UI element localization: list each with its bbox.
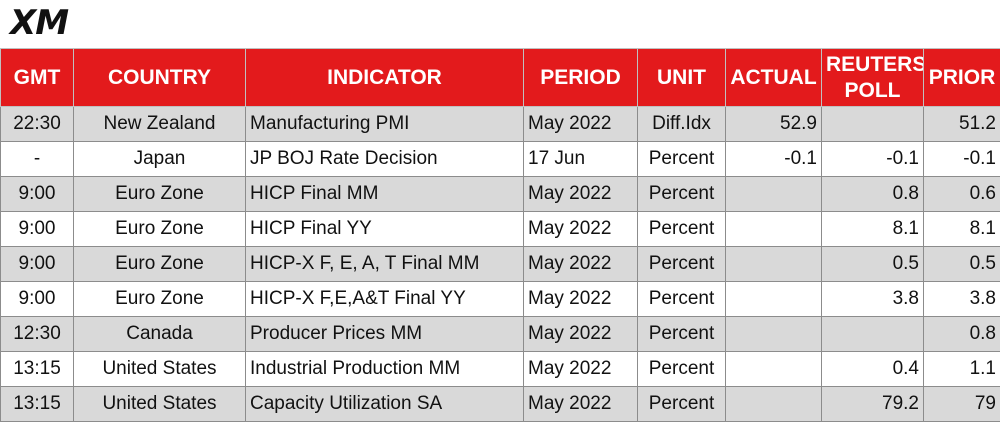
cell-country: United States bbox=[74, 352, 246, 387]
cell-actual bbox=[726, 282, 822, 317]
header-prior: PRIOR bbox=[924, 49, 1000, 107]
logo-text: XM bbox=[10, 3, 68, 43]
cell-gmt: 22:30 bbox=[1, 107, 74, 142]
cell-prior: 0.6 bbox=[924, 177, 1000, 212]
cell-indicator: HICP-X F,E,A&T Final YY bbox=[246, 282, 524, 317]
cell-poll bbox=[822, 107, 924, 142]
cell-period: May 2022 bbox=[524, 177, 638, 212]
header-actual: ACTUAL bbox=[726, 49, 822, 107]
cell-unit: Percent bbox=[638, 247, 726, 282]
cell-gmt: 13:15 bbox=[1, 352, 74, 387]
cell-poll: 0.4 bbox=[822, 352, 924, 387]
cell-indicator: JP BOJ Rate Decision bbox=[246, 142, 524, 177]
header-reuters-poll-line2: POLL bbox=[826, 78, 919, 104]
cell-actual bbox=[726, 317, 822, 352]
cell-period: 17 Jun bbox=[524, 142, 638, 177]
cell-country: Euro Zone bbox=[74, 212, 246, 247]
cell-indicator: Manufacturing PMI bbox=[246, 107, 524, 142]
cell-actual bbox=[726, 212, 822, 247]
cell-prior: 0.5 bbox=[924, 247, 1000, 282]
table-row: 22:30 New Zealand Manufacturing PMI May … bbox=[1, 107, 1000, 142]
cell-indicator: Producer Prices MM bbox=[246, 317, 524, 352]
cell-actual: 52.9 bbox=[726, 107, 822, 142]
cell-prior: 0.8 bbox=[924, 317, 1000, 352]
header-reuters-poll-line1: REUTERS bbox=[826, 52, 919, 78]
cell-poll: -0.1 bbox=[822, 142, 924, 177]
cell-gmt: 9:00 bbox=[1, 177, 74, 212]
cell-poll: 8.1 bbox=[822, 212, 924, 247]
cell-unit: Percent bbox=[638, 142, 726, 177]
cell-prior: 51.2 bbox=[924, 107, 1000, 142]
table-row: 9:00 Euro Zone HICP Final YY May 2022 Pe… bbox=[1, 212, 1000, 247]
cell-period: May 2022 bbox=[524, 282, 638, 317]
header-reuters-poll: REUTERS POLL bbox=[822, 49, 924, 107]
table-row: 12:30 Canada Producer Prices MM May 2022… bbox=[1, 317, 1000, 352]
cell-actual bbox=[726, 387, 822, 422]
cell-indicator: HICP Final YY bbox=[246, 212, 524, 247]
cell-indicator: Industrial Production MM bbox=[246, 352, 524, 387]
cell-country: Euro Zone bbox=[74, 247, 246, 282]
cell-prior: 8.1 bbox=[924, 212, 1000, 247]
cell-indicator: HICP-X F, E, A, T Final MM bbox=[246, 247, 524, 282]
cell-indicator: Capacity Utilization SA bbox=[246, 387, 524, 422]
table-row: 13:15 United States Industrial Productio… bbox=[1, 352, 1000, 387]
cell-poll: 0.8 bbox=[822, 177, 924, 212]
cell-prior: 3.8 bbox=[924, 282, 1000, 317]
cell-country: United States bbox=[74, 387, 246, 422]
cell-period: May 2022 bbox=[524, 107, 638, 142]
cell-period: May 2022 bbox=[524, 247, 638, 282]
cell-gmt: 13:15 bbox=[1, 387, 74, 422]
cell-period: May 2022 bbox=[524, 317, 638, 352]
cell-country: New Zealand bbox=[74, 107, 246, 142]
cell-country: Canada bbox=[74, 317, 246, 352]
cell-prior: 1.1 bbox=[924, 352, 1000, 387]
header-indicator: INDICATOR bbox=[246, 49, 524, 107]
table-row: 9:00 Euro Zone HICP-X F, E, A, T Final M… bbox=[1, 247, 1000, 282]
header-unit: UNIT bbox=[638, 49, 726, 107]
cell-prior: -0.1 bbox=[924, 142, 1000, 177]
cell-unit: Diff.Idx bbox=[638, 107, 726, 142]
cell-actual: -0.1 bbox=[726, 142, 822, 177]
header-period: PERIOD bbox=[524, 49, 638, 107]
table-row: 13:15 United States Capacity Utilization… bbox=[1, 387, 1000, 422]
cell-poll: 0.5 bbox=[822, 247, 924, 282]
cell-gmt: 9:00 bbox=[1, 247, 74, 282]
table-row: 9:00 Euro Zone HICP-X F,E,A&T Final YY M… bbox=[1, 282, 1000, 317]
cell-unit: Percent bbox=[638, 212, 726, 247]
cell-actual bbox=[726, 352, 822, 387]
cell-period: May 2022 bbox=[524, 387, 638, 422]
cell-period: May 2022 bbox=[524, 212, 638, 247]
cell-poll bbox=[822, 317, 924, 352]
cell-indicator: HICP Final MM bbox=[246, 177, 524, 212]
cell-gmt: 9:00 bbox=[1, 282, 74, 317]
cell-unit: Percent bbox=[638, 387, 726, 422]
cell-prior: 79 bbox=[924, 387, 1000, 422]
cell-gmt: - bbox=[1, 142, 74, 177]
cell-country: Euro Zone bbox=[74, 282, 246, 317]
cell-country: Euro Zone bbox=[74, 177, 246, 212]
header-country: COUNTRY bbox=[74, 49, 246, 107]
table-row: - Japan JP BOJ Rate Decision 17 Jun Perc… bbox=[1, 142, 1000, 177]
header-row: GMT COUNTRY INDICATOR PERIOD UNIT ACTUAL… bbox=[1, 49, 1000, 107]
cell-unit: Percent bbox=[638, 352, 726, 387]
cell-period: May 2022 bbox=[524, 352, 638, 387]
economic-calendar-table: GMT COUNTRY INDICATOR PERIOD UNIT ACTUAL… bbox=[0, 48, 1000, 422]
cell-gmt: 9:00 bbox=[1, 212, 74, 247]
cell-unit: Percent bbox=[638, 282, 726, 317]
cell-gmt: 12:30 bbox=[1, 317, 74, 352]
cell-poll: 3.8 bbox=[822, 282, 924, 317]
cell-country: Japan bbox=[74, 142, 246, 177]
table-row: 9:00 Euro Zone HICP Final MM May 2022 Pe… bbox=[1, 177, 1000, 212]
cell-actual bbox=[726, 247, 822, 282]
cell-unit: Percent bbox=[638, 177, 726, 212]
cell-actual bbox=[726, 177, 822, 212]
xm-logo: XM bbox=[10, 4, 100, 42]
cell-poll: 79.2 bbox=[822, 387, 924, 422]
header-gmt: GMT bbox=[1, 49, 74, 107]
cell-unit: Percent bbox=[638, 317, 726, 352]
